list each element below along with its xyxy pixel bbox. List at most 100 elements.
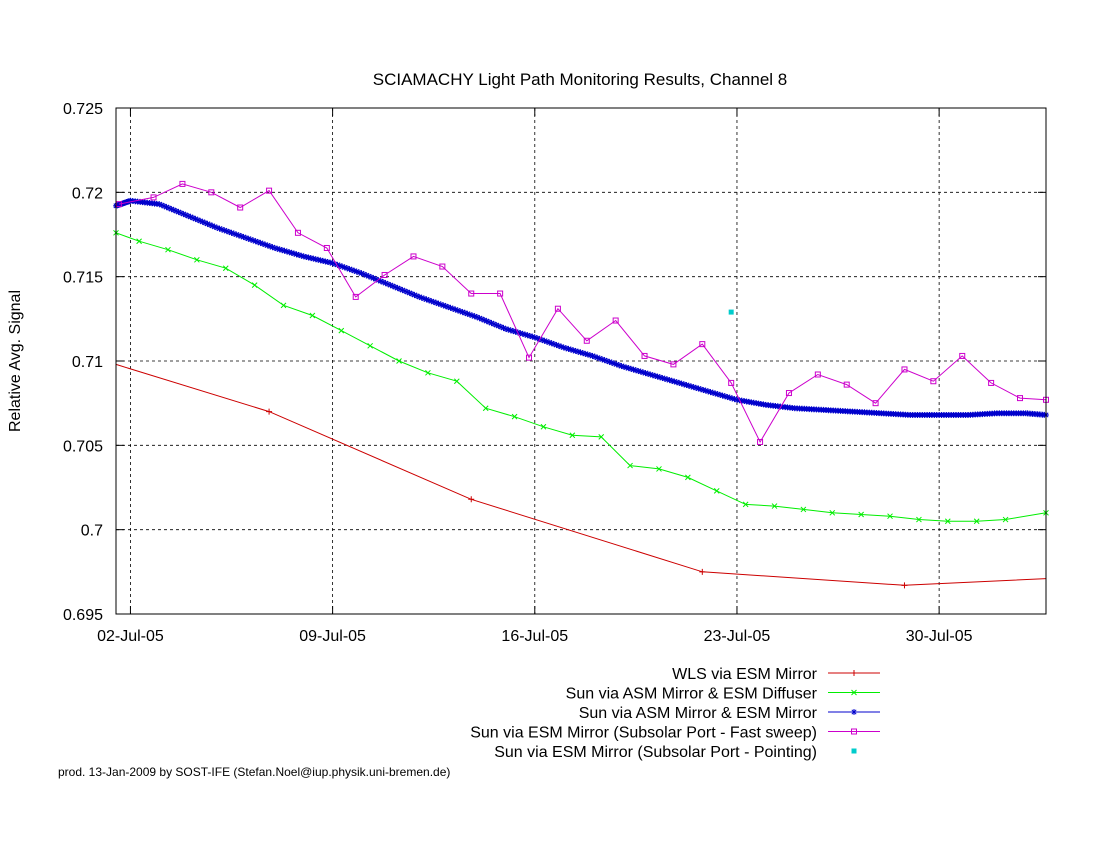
data-point	[800, 506, 807, 513]
data-point	[642, 370, 649, 377]
data-point	[493, 322, 500, 329]
data-point	[252, 238, 259, 245]
data-point	[226, 228, 233, 235]
y-tick-label: 0.7	[81, 523, 103, 540]
y-tick-label: 0.72	[72, 185, 103, 202]
data-point	[360, 271, 367, 278]
data-point	[670, 361, 677, 368]
data-point	[709, 389, 716, 396]
data-point	[495, 323, 502, 330]
data-point	[194, 216, 201, 223]
data-point	[584, 351, 591, 358]
data-point	[168, 206, 175, 213]
data-point	[165, 205, 172, 212]
data-point	[430, 298, 437, 305]
data-point	[471, 313, 478, 320]
data-point	[712, 390, 719, 397]
data-point	[699, 341, 706, 348]
data-point	[901, 582, 908, 589]
data-point	[671, 378, 678, 385]
data-point	[291, 250, 298, 257]
data-point	[930, 378, 937, 385]
data-point	[628, 365, 635, 372]
data-point	[565, 345, 572, 352]
data-point	[175, 209, 182, 216]
data-point	[851, 689, 857, 696]
data-point	[729, 395, 736, 402]
data-point	[582, 350, 589, 357]
data-point	[428, 298, 435, 305]
data-point	[482, 405, 489, 412]
data-point	[416, 293, 423, 300]
data-point	[197, 217, 204, 224]
data-point	[664, 376, 671, 383]
data-point	[222, 265, 229, 272]
data-point	[757, 438, 764, 445]
data-point	[280, 302, 287, 309]
data-point	[603, 358, 610, 364]
data-point	[283, 248, 290, 255]
data-point	[507, 327, 514, 334]
data-point	[661, 375, 668, 382]
data-point	[872, 400, 879, 407]
data-point	[591, 353, 598, 360]
data-point	[511, 413, 518, 420]
data-point	[531, 334, 538, 341]
data-point	[449, 305, 456, 312]
data-point	[683, 382, 690, 389]
data-point	[988, 379, 995, 386]
data-point	[637, 368, 644, 375]
legend-label: Sun via ASM Mirror & ESM Mirror	[579, 705, 818, 722]
data-point	[539, 336, 546, 343]
data-point	[206, 221, 213, 228]
data-point	[271, 244, 278, 251]
data-point	[423, 296, 430, 303]
data-point	[267, 243, 274, 250]
data-point	[618, 363, 625, 370]
data-point	[266, 408, 273, 415]
data-point	[656, 374, 663, 381]
data-point	[959, 352, 966, 359]
data-point	[348, 266, 355, 273]
data-point	[435, 300, 442, 307]
series-line	[118, 183, 1047, 444]
data-point	[425, 297, 432, 304]
data-point	[632, 367, 639, 374]
data-point	[180, 210, 187, 217]
data-point	[563, 345, 570, 352]
data-point	[685, 474, 691, 481]
data-point	[598, 434, 605, 440]
data-point	[944, 518, 951, 525]
data-point	[517, 330, 524, 337]
data-point	[551, 341, 558, 348]
data-point	[666, 377, 673, 384]
data-point	[587, 352, 594, 359]
data-point	[259, 240, 266, 247]
data-point	[327, 259, 334, 266]
data-point	[728, 379, 735, 386]
x-tick-label: 09-Jul-05	[299, 628, 366, 645]
data-point	[192, 215, 199, 222]
data-point	[699, 568, 706, 575]
data-point	[702, 387, 709, 394]
data-point	[235, 232, 242, 239]
data-point	[668, 377, 675, 384]
data-point	[329, 260, 336, 267]
series-2	[113, 197, 1049, 418]
data-point	[439, 263, 446, 270]
data-point	[294, 229, 301, 236]
data-point	[182, 211, 189, 218]
data-point	[274, 245, 281, 252]
data-point	[681, 381, 688, 388]
data-point	[486, 319, 493, 326]
data-point	[365, 273, 372, 280]
data-point	[901, 366, 908, 373]
data-point	[623, 364, 630, 371]
series-line	[115, 363, 1047, 586]
data-point	[410, 253, 417, 260]
data-point	[577, 349, 584, 356]
data-point	[502, 325, 509, 332]
data-point	[644, 370, 651, 377]
data-point	[437, 301, 444, 308]
data-point	[240, 234, 247, 241]
